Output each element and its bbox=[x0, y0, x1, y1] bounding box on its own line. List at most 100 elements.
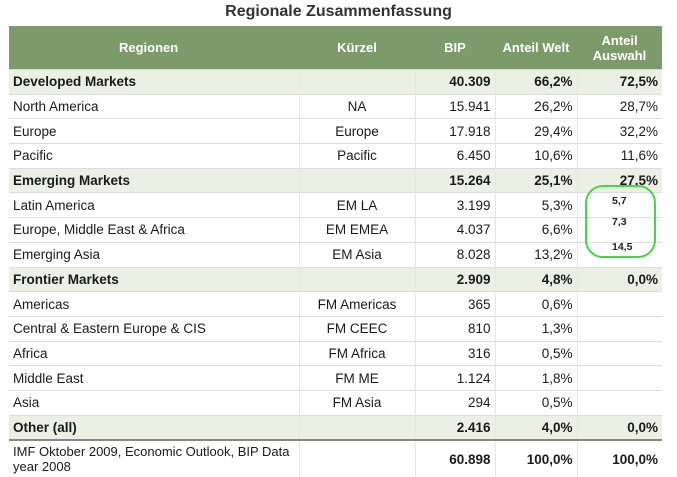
footer-auswahl: 100,0% bbox=[576, 439, 662, 477]
table-row: Emerging Asia EM Asia 8.028 13,2% bbox=[9, 241, 662, 267]
cell-bip: 3.199 bbox=[414, 192, 495, 218]
table-row: Europe Europe 17.918 29,4% 32,2% bbox=[9, 118, 662, 144]
cell-bip: 8.028 bbox=[414, 241, 495, 267]
cell-welt: 6,6% bbox=[494, 217, 577, 243]
cell-welt: 29,4% bbox=[494, 118, 577, 144]
header-bip: BIP bbox=[415, 26, 495, 70]
cell-welt: 5,3% bbox=[494, 192, 577, 218]
cell-bip: 316 bbox=[414, 340, 495, 366]
header-regionen: Regionen bbox=[9, 26, 299, 70]
cell-bip: 365 bbox=[414, 291, 495, 317]
table-row: Pacific Pacific 6.450 10,6% 11,6% bbox=[9, 143, 662, 169]
table-row: Middle East FM ME 1.124 1,8% bbox=[9, 365, 662, 391]
cell-auswahl: 28,7% bbox=[576, 93, 662, 119]
cell-welt: 4,0% bbox=[494, 414, 577, 441]
cell-code: EM EMEA bbox=[298, 217, 415, 243]
cell-bip: 17.918 bbox=[414, 118, 495, 144]
cell-name: Emerging Asia bbox=[9, 241, 299, 267]
footer-bip: 60.898 bbox=[414, 439, 495, 477]
cell-name: Developed Markets bbox=[9, 69, 299, 95]
cell-name: Pacific bbox=[9, 143, 299, 169]
cell-welt: 26,2% bbox=[494, 93, 577, 119]
cell-code: EM LA bbox=[298, 192, 415, 218]
cell-name: Asia bbox=[9, 389, 299, 416]
footer-empty bbox=[298, 439, 415, 477]
cell-name: Frontier Markets bbox=[9, 266, 299, 292]
cell-welt: 1,8% bbox=[494, 365, 577, 391]
cell-code: EM Asia bbox=[298, 241, 415, 267]
cell-name: North America bbox=[9, 93, 299, 119]
cell-name: Americas bbox=[9, 291, 299, 317]
cell-code bbox=[298, 414, 415, 441]
table-row: Latin America EM LA 3.199 5,3% bbox=[9, 192, 662, 218]
cell-auswahl bbox=[576, 291, 662, 317]
table-row: Central & Eastern Europe & CIS FM CEEC 810… bbox=[9, 315, 662, 342]
footer-row: IMF Oktober 2009, Economic Outlook, BIP … bbox=[9, 439, 662, 477]
cell-auswahl: 11,6% bbox=[576, 143, 662, 169]
cell-bip: 1.124 bbox=[414, 365, 495, 391]
cell-code: FM Americas bbox=[298, 291, 415, 317]
table-row: Europe, Middle East & Africa EM EMEA 4.037… bbox=[9, 217, 662, 243]
table-header-row: Regionen Kürzel BIP Anteil Welt Anteil A… bbox=[9, 26, 662, 70]
group-row: Frontier Markets 2.909 4,8% 0,0% bbox=[9, 266, 662, 292]
cell-code: FM Asia bbox=[298, 389, 415, 416]
table-row: Africa FM Africa 316 0,5% bbox=[9, 340, 662, 366]
cell-code bbox=[298, 167, 415, 193]
footer-name: IMF Oktober 2009, Economic Outlook, BIP … bbox=[9, 439, 299, 477]
cell-name: Europe, Middle East & Africa bbox=[9, 217, 299, 243]
cell-auswahl: 0,0% bbox=[576, 414, 662, 441]
cell-auswahl bbox=[576, 340, 662, 366]
footer-welt: 100,0% bbox=[494, 439, 577, 477]
cell-welt: 0,5% bbox=[494, 389, 577, 416]
cell-bip: 6.450 bbox=[414, 143, 495, 169]
cell-name: Europe bbox=[9, 118, 299, 144]
table-row: North America NA 15.941 26,2% 28,7% bbox=[9, 93, 662, 119]
header-anteil-auswahl: Anteil Auswahl bbox=[577, 26, 662, 70]
table-row: Americas FM Americas 365 0,6% bbox=[9, 291, 662, 317]
group-row: Emerging Markets 15.264 25,1% 27,5% bbox=[9, 167, 662, 193]
cell-name: Africa bbox=[9, 340, 299, 366]
cell-name: Other (all) bbox=[9, 414, 299, 441]
cell-code bbox=[298, 266, 415, 292]
cell-auswahl: 72,5% bbox=[576, 69, 662, 95]
cell-bip: 2.416 bbox=[414, 414, 495, 441]
cell-bip: 2.909 bbox=[414, 266, 495, 292]
cell-welt: 13,2% bbox=[494, 241, 577, 267]
cell-code: Europe bbox=[298, 118, 415, 144]
cell-code: FM CEEC bbox=[298, 315, 415, 342]
cell-welt: 0,5% bbox=[494, 340, 577, 366]
group-row: Developed Markets 40.309 66,2% 72,5% bbox=[9, 69, 662, 95]
cell-name: Middle East bbox=[9, 365, 299, 391]
header-kuerzel: Kürzel bbox=[299, 26, 415, 70]
annotation-value: 14,5 bbox=[612, 241, 633, 253]
annotation-value: 5,7 bbox=[612, 195, 627, 207]
cell-welt: 1,3% bbox=[494, 315, 577, 342]
cell-auswahl bbox=[576, 389, 662, 416]
cell-code: FM Africa bbox=[298, 340, 415, 366]
cell-auswahl: 0,0% bbox=[576, 266, 662, 292]
cell-bip: 15.264 bbox=[414, 167, 495, 193]
cell-bip: 294 bbox=[414, 389, 495, 416]
cell-name: Emerging Markets bbox=[9, 167, 299, 193]
cell-auswahl: 32,2% bbox=[576, 118, 662, 144]
cell-bip: 4.037 bbox=[414, 217, 495, 243]
cell-auswahl bbox=[576, 217, 662, 243]
cell-auswahl bbox=[576, 365, 662, 391]
highlight-circle bbox=[585, 185, 656, 258]
cell-welt: 4,8% bbox=[494, 266, 577, 292]
header-anteil-welt: Anteil Welt bbox=[495, 26, 577, 70]
cell-name: Latin America bbox=[9, 192, 299, 218]
annotation-value: 7,3 bbox=[612, 216, 627, 228]
cell-welt: 25,1% bbox=[494, 167, 577, 193]
page-title: Regionale Zusammenfassung bbox=[225, 3, 452, 20]
cell-bip: 40.309 bbox=[414, 69, 495, 95]
cell-auswahl bbox=[576, 315, 662, 342]
cell-code: FM ME bbox=[298, 365, 415, 391]
table-row: Asia FM Asia 294 0,5% bbox=[9, 389, 662, 416]
group-row: Other (all) 2.416 4,0% 0,0% bbox=[9, 414, 662, 441]
cell-code bbox=[298, 69, 415, 95]
summary-table: Regionen Kürzel BIP Anteil Welt Anteil A… bbox=[9, 26, 662, 477]
cell-bip: 15.941 bbox=[414, 93, 495, 119]
cell-code: NA bbox=[298, 93, 415, 119]
cell-welt: 0,6% bbox=[494, 291, 577, 317]
